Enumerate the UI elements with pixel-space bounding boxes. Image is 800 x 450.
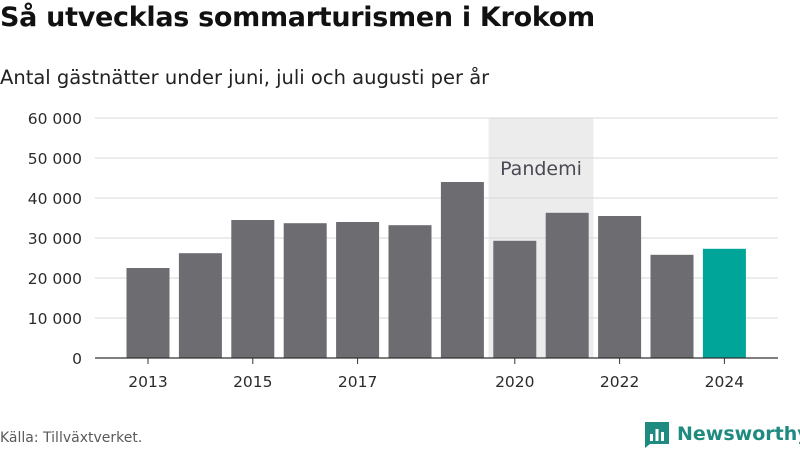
y-tick-label: 50 000 — [28, 150, 82, 168]
y-tick-label: 30 000 — [28, 230, 82, 248]
x-tick-label: 2020 — [495, 373, 534, 391]
y-tick-label: 0 — [72, 350, 82, 368]
bar-2013 — [126, 268, 170, 358]
x-tick-label: 2022 — [600, 373, 639, 391]
bar-2016 — [283, 223, 327, 358]
newsworthy-logo-icon — [645, 422, 669, 448]
bar-2020 — [493, 240, 537, 358]
brand-name: Newsworthy — [677, 423, 800, 445]
pandemic-label: Pandemi — [500, 158, 582, 180]
bar-2024 — [702, 248, 746, 358]
bar-2023 — [650, 254, 694, 358]
bar-2017 — [336, 222, 380, 358]
chart-title: Så utvecklas sommarturismen i Krokom — [0, 2, 595, 33]
source-note: Källa: Tillväxtverket. — [0, 430, 143, 446]
y-tick-label: 60 000 — [28, 110, 82, 128]
x-tick-label: 2013 — [128, 373, 167, 391]
bar-2014 — [178, 253, 222, 358]
brand-logo[interactable]: Newsworthy — [643, 420, 800, 448]
y-tick-label: 10 000 — [28, 310, 82, 328]
x-tick-label: 2015 — [233, 373, 272, 391]
bar-2015 — [231, 220, 275, 358]
y-tick-label: 20 000 — [28, 270, 82, 288]
bar-2022 — [598, 216, 642, 358]
bar-2021 — [545, 212, 589, 358]
chart-subtitle: Antal gästnätter under juni, juli och au… — [0, 66, 490, 89]
bar-2018 — [388, 225, 432, 358]
x-tick-label: 2024 — [705, 373, 744, 391]
x-tick-label: 2017 — [338, 373, 377, 391]
bar-2019 — [440, 182, 484, 358]
y-tick-label: 40 000 — [28, 190, 82, 208]
